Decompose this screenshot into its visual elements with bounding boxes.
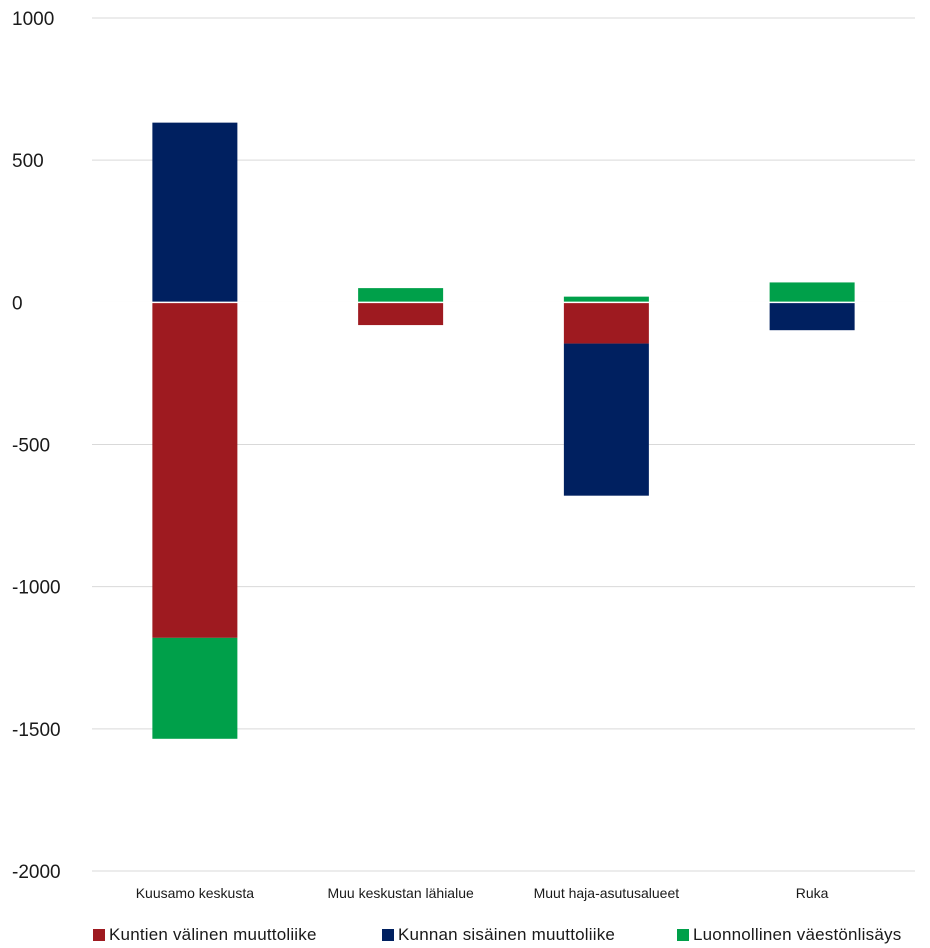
bar-segment [563,343,649,496]
legend-swatch [677,929,689,941]
y-tick-label: -500 [12,436,50,457]
bar-segment [358,288,444,303]
bar-segment [152,302,238,638]
legend-item: Kuntien välinen muuttoliike [93,925,317,945]
y-tick-label: -1500 [12,720,61,741]
bar-segment [769,302,855,331]
x-category-label: Muu keskustan lähialue [327,885,474,901]
bar-segment [769,282,855,303]
bar-segment [152,122,238,303]
legend-swatch [382,929,394,941]
legend: Kuntien välinen muuttoliike Kunnan sisäin… [0,925,930,947]
y-tick-label: -2000 [12,862,61,883]
bar-segment [152,637,238,739]
y-tick-label: 500 [12,151,44,172]
legend-label: Kunnan sisäinen muuttoliike [398,925,616,944]
legend-item: Luonnollinen väestönlisäys [677,925,901,945]
bar-segment [358,302,444,326]
legend-swatch [93,929,105,941]
legend-label: Kuntien välinen muuttoliike [109,925,317,944]
y-tick-label: 0 [12,293,23,314]
x-category-label: Kuusamo keskusta [136,885,254,901]
stacked-bar-chart: 1000 500 0 -500 -1000 -1500 -2000 Kuusamo kesku… [12,9,915,901]
bar-segment [563,302,649,344]
legend-label: Luonnollinen väestönlisäys [693,925,902,944]
y-tick-label: 1000 [12,9,54,30]
y-tick-label: -1000 [12,578,61,599]
x-category-label: Ruka [796,885,829,901]
x-category-label: Muut haja-asutusalueet [534,885,680,901]
legend-item: Kunnan sisäinen muuttoliike [382,925,615,945]
bar-segment [563,296,649,303]
